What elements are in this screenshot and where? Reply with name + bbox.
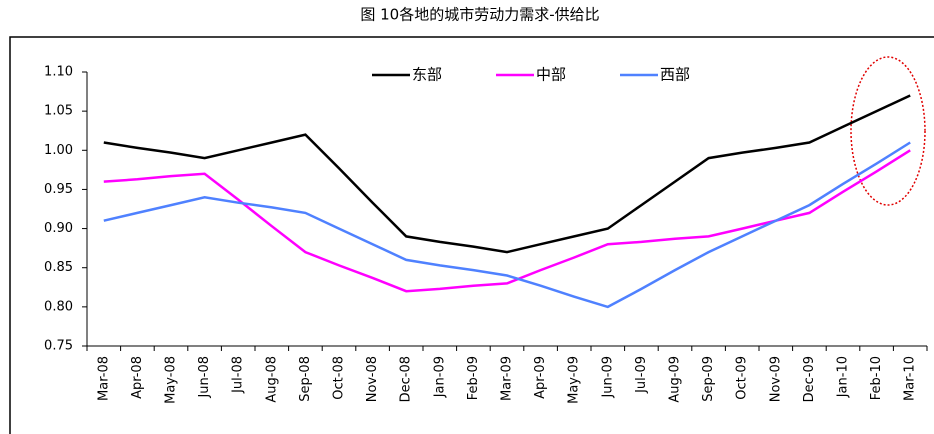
x-tick-label: Jul-08: [231, 356, 246, 394]
x-tick-label: Jan-09: [432, 356, 447, 398]
x-tick-label: Apr-08: [130, 356, 145, 399]
x-tick-label: Jun-08: [197, 356, 212, 399]
x-tick-label: Feb-10: [869, 356, 884, 400]
highlight-ellipse: [850, 56, 926, 206]
x-tick-label: Feb-09: [466, 356, 481, 400]
y-tick-label: 0.95: [44, 182, 73, 197]
x-tick-label: Jan-10: [836, 356, 851, 398]
y-tick-label: 1.00: [44, 143, 73, 158]
x-tick-label: May-09: [567, 356, 582, 404]
legend-label: 西部: [660, 66, 690, 84]
legend-label: 东部: [412, 66, 442, 84]
x-tick-label: Aug-09: [668, 356, 683, 403]
chart-title: 图 10各地的城市劳动力需求-供给比: [360, 6, 599, 24]
y-tick-label: 0.80: [44, 299, 73, 314]
x-tick-label: Oct-08: [332, 356, 347, 400]
y-tick-label: 1.05: [44, 104, 73, 119]
x-tick-label: Sep-08: [298, 356, 313, 402]
frame: [9, 36, 934, 434]
y-tick-label: 1.10: [44, 65, 73, 80]
y-tick-label: 0.75: [44, 339, 73, 354]
series-line: [103, 149, 911, 293]
x-tick-label: Dec-09: [802, 356, 817, 402]
x-tick-label: Oct-09: [735, 356, 750, 400]
x-tick-label: Nov-09: [768, 356, 783, 402]
series-line: [103, 94, 911, 254]
y-tick-label: 0.90: [44, 221, 73, 236]
x-tick-label: Aug-08: [264, 356, 279, 403]
series-line: [103, 141, 911, 309]
x-tick-label: Jul-09: [634, 356, 649, 394]
x-tick-label: May-08: [164, 356, 179, 404]
legend-label: 中部: [536, 66, 566, 84]
x-tick-label: Nov-08: [365, 356, 380, 402]
x-tick-label: Mar-09: [500, 356, 515, 401]
y-tick-label: 0.85: [44, 260, 73, 275]
x-tick-label: Sep-09: [701, 356, 716, 402]
x-tick-label: Jun-09: [600, 356, 615, 399]
x-tick-label: Dec-08: [399, 356, 414, 402]
x-tick-label: Mar-08: [96, 356, 111, 401]
x-tick-label: Apr-09: [533, 356, 548, 399]
x-tick-label: Mar-10: [903, 356, 918, 401]
